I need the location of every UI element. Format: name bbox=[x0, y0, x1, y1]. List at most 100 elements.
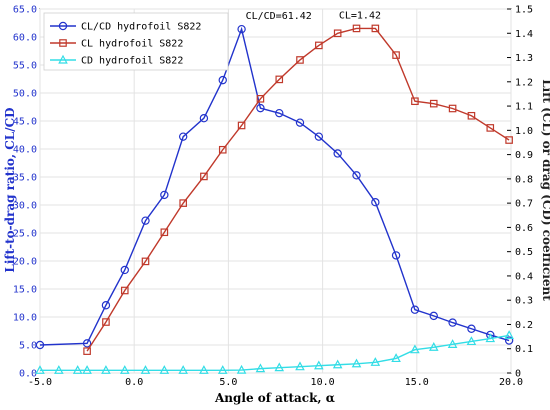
data-point bbox=[178, 132, 188, 141]
data-point bbox=[391, 251, 401, 260]
data-point bbox=[314, 132, 324, 141]
data-point bbox=[58, 54, 68, 64]
data-point bbox=[429, 311, 438, 321]
x-tick-label: 15.0 bbox=[405, 377, 429, 388]
y-left-tick-label: 10.0 bbox=[13, 313, 37, 324]
data-point bbox=[256, 94, 265, 103]
y-left-tick-label: 5.0 bbox=[19, 341, 37, 352]
y-right-tick-label: 1.4 bbox=[515, 29, 533, 40]
y-left-tick-label: 45.0 bbox=[13, 117, 37, 128]
data-point bbox=[54, 365, 64, 374]
data-point bbox=[120, 265, 129, 275]
y-right-tick-label: 1.0 bbox=[515, 126, 533, 137]
data-point bbox=[466, 336, 477, 346]
annotation-ld-max: CL/CD=61.42 bbox=[246, 11, 312, 22]
data-point bbox=[371, 197, 380, 207]
data-point bbox=[141, 216, 150, 225]
series-line bbox=[86, 27, 510, 352]
data-point bbox=[179, 199, 187, 207]
data-point bbox=[82, 339, 92, 348]
data-point bbox=[315, 41, 323, 50]
data-point bbox=[178, 365, 188, 374]
y-right-tick-label: 0.6 bbox=[515, 223, 533, 234]
data-point bbox=[199, 113, 209, 123]
data-point bbox=[371, 24, 380, 33]
y-right-tick-label: 0.8 bbox=[515, 174, 533, 185]
data-point bbox=[82, 365, 92, 374]
data-point bbox=[275, 75, 284, 84]
data-point bbox=[120, 286, 129, 295]
data-point bbox=[119, 365, 130, 374]
data-point bbox=[370, 357, 381, 366]
y-left-tick-label: 60.0 bbox=[13, 33, 37, 44]
y-left-tick-label: 25.0 bbox=[13, 229, 37, 240]
grid bbox=[39, 8, 512, 374]
data-point bbox=[275, 108, 284, 118]
data-point bbox=[101, 301, 111, 310]
data-point bbox=[352, 171, 361, 180]
data-point bbox=[237, 121, 246, 130]
data-point bbox=[485, 333, 496, 343]
tick-labels: -5.0 0.0 5.0 10.0 15.0 20.00.05.010.015.020.0… bbox=[13, 5, 533, 389]
data-point bbox=[467, 111, 476, 120]
y-right-tick-label: 0.5 bbox=[515, 247, 533, 258]
y-right-tick-label: 1.3 bbox=[515, 53, 533, 64]
legend-entry-label: CD hydrofoil S822 bbox=[81, 56, 183, 67]
y-right-tick-label: 1.2 bbox=[515, 77, 533, 88]
data-point bbox=[237, 24, 246, 34]
data-point bbox=[101, 365, 111, 374]
data-point bbox=[160, 190, 169, 200]
data-point bbox=[448, 104, 457, 113]
data-point bbox=[504, 336, 514, 345]
data-point bbox=[102, 318, 110, 326]
y-left-axis-title: Lift-to-drag ratio, CL/CD bbox=[3, 107, 17, 272]
data-point bbox=[505, 136, 513, 144]
data-point bbox=[504, 330, 514, 339]
series-circle bbox=[35, 24, 514, 350]
data-point bbox=[59, 39, 67, 47]
data-point bbox=[429, 99, 438, 108]
data-point bbox=[411, 97, 419, 106]
y-left-tick-label: 65.0 bbox=[13, 5, 37, 16]
data-point bbox=[140, 365, 151, 374]
y-right-tick-label: 0.4 bbox=[515, 271, 533, 282]
y-right-tick-label: 0 bbox=[515, 369, 521, 380]
data-point bbox=[410, 305, 420, 314]
x-tick-label: 0.0 bbox=[125, 377, 143, 388]
annotation-cl-max: CL=1.42 bbox=[339, 10, 381, 21]
data-point bbox=[295, 361, 305, 371]
x-tick-label: 20.0 bbox=[499, 377, 523, 388]
data-point bbox=[160, 228, 169, 237]
y-left-tick-label: 50.0 bbox=[13, 89, 37, 100]
x-axis-title: Angle of attack, α bbox=[214, 391, 335, 405]
y-right-tick-label: 1.1 bbox=[515, 102, 533, 113]
data-point bbox=[35, 365, 45, 374]
data-point bbox=[447, 339, 458, 348]
data-point bbox=[255, 363, 266, 373]
data-point bbox=[141, 257, 150, 266]
y-right-tick-label: 0.2 bbox=[515, 320, 533, 331]
data-point bbox=[410, 344, 420, 354]
y-right-tick-label: 0.3 bbox=[515, 296, 533, 307]
data-point bbox=[256, 103, 265, 113]
y-left-tick-label: 15.0 bbox=[13, 285, 37, 296]
data-point bbox=[58, 21, 68, 31]
series-triangle bbox=[35, 330, 514, 374]
y-left-tick-label: 40.0 bbox=[13, 145, 37, 156]
y-right-tick-label: 0.7 bbox=[515, 199, 533, 210]
data-point bbox=[486, 124, 495, 132]
data-point bbox=[83, 347, 91, 355]
series-square bbox=[83, 24, 513, 355]
data-point bbox=[159, 365, 170, 374]
legend-entry-label: CL hydrofoil S822 bbox=[81, 39, 183, 50]
y-right-axis-title: Lift (CL) or drag (CD) coefficient bbox=[540, 79, 550, 301]
x-tick-label: -5.0 bbox=[28, 377, 52, 388]
x-tick-label: 10.0 bbox=[311, 377, 335, 388]
data-point bbox=[35, 340, 45, 350]
y-left-tick-label: 30.0 bbox=[13, 201, 37, 212]
y-left-tick-label: 55.0 bbox=[13, 61, 37, 72]
data-point bbox=[351, 358, 362, 368]
data-point bbox=[467, 324, 476, 333]
data-point bbox=[314, 360, 324, 370]
